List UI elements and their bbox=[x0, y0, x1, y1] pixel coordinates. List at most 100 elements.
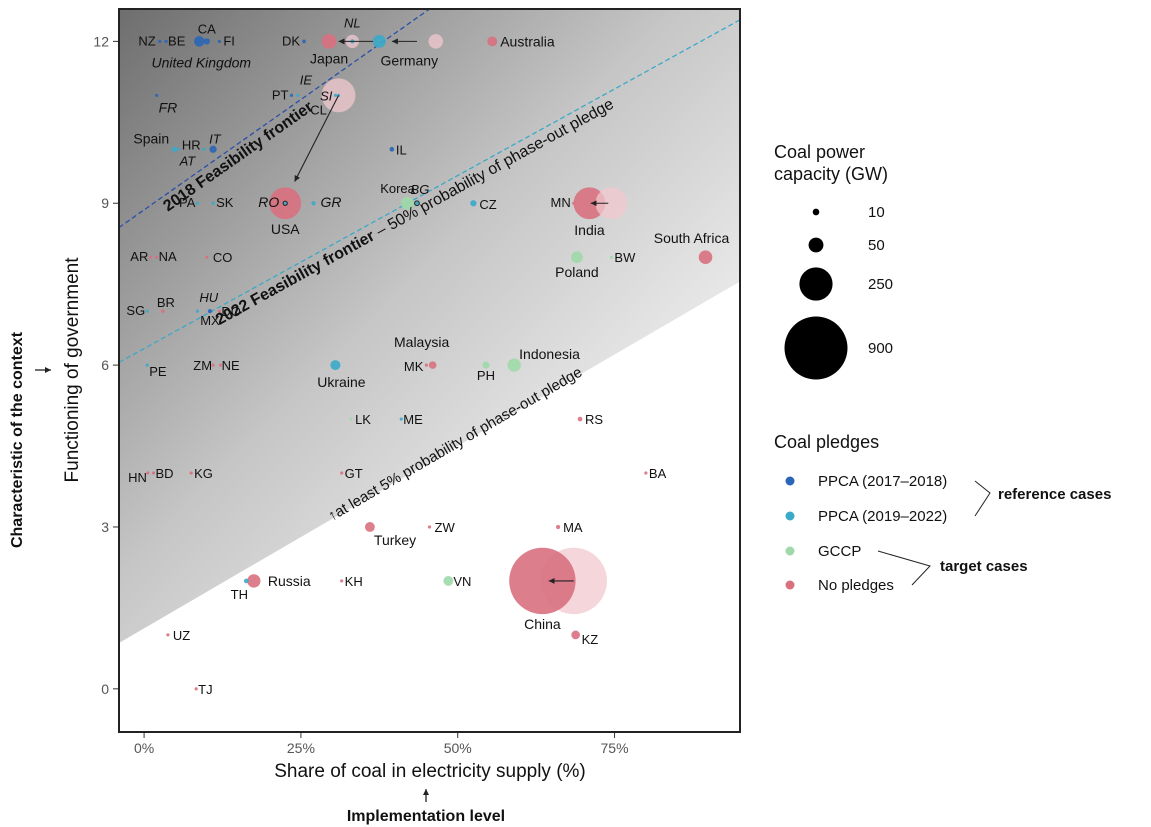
point-label-fi: FI bbox=[223, 33, 235, 48]
size-legend-title: Coal power bbox=[774, 142, 865, 162]
point-gt bbox=[340, 471, 344, 475]
point-label-mk: MK bbox=[404, 359, 424, 374]
point-australia bbox=[487, 36, 498, 47]
point-label-korea: Korea bbox=[380, 181, 415, 196]
point-label-bw: BW bbox=[614, 250, 636, 265]
point-ne bbox=[219, 363, 223, 367]
point-label-bd: BD bbox=[156, 466, 174, 481]
legend-swatch-gccp bbox=[785, 546, 795, 556]
point-turkey bbox=[364, 522, 375, 532]
frontier-2022-line bbox=[119, 19, 740, 363]
y-tick-label: 0 bbox=[101, 681, 109, 697]
x-tick-label: 25% bbox=[287, 740, 315, 756]
point-label-india: India bbox=[574, 222, 605, 238]
point-it bbox=[209, 145, 217, 153]
y-tick-label: 6 bbox=[101, 357, 109, 373]
point-label-malaysia: Malaysia bbox=[394, 334, 449, 350]
point-label-hr: HR bbox=[182, 137, 201, 152]
point-label-japan: Japan bbox=[310, 50, 348, 66]
point-label-ma: MA bbox=[563, 520, 583, 535]
point-pa bbox=[195, 201, 200, 205]
point-india bbox=[573, 187, 606, 220]
point-nz bbox=[158, 39, 162, 43]
size-legend-circle-50 bbox=[808, 237, 824, 253]
point-label-united-kingdom: United Kingdom bbox=[151, 54, 251, 70]
point-faded-9 bbox=[428, 34, 444, 49]
point-th bbox=[243, 578, 249, 584]
point-hu bbox=[195, 309, 200, 313]
y-tick-label: 12 bbox=[93, 33, 109, 49]
point-ba bbox=[644, 471, 648, 475]
point-label-ie: IE bbox=[300, 72, 313, 87]
reference-cases-label: reference cases bbox=[998, 486, 1111, 503]
point-label-th: TH bbox=[231, 587, 248, 602]
point-fi bbox=[217, 39, 221, 43]
point-label-ba: BA bbox=[649, 466, 667, 481]
point-bg bbox=[414, 200, 420, 207]
point-label-indonesia: Indonesia bbox=[519, 346, 580, 362]
point-il bbox=[389, 146, 395, 152]
x-axis: 0% 25% 50% 75% bbox=[134, 733, 629, 756]
point-zw bbox=[427, 525, 432, 529]
y-tick-label: 3 bbox=[101, 519, 109, 535]
point-label-poland: Poland bbox=[555, 264, 599, 280]
color-legend-title: Coal pledges bbox=[774, 432, 879, 452]
y-axis: 0 3 6 9 12 bbox=[93, 33, 118, 697]
point-uz bbox=[166, 633, 170, 637]
point-label-pe: PE bbox=[149, 364, 167, 379]
point-label-ne: NE bbox=[222, 358, 240, 373]
point-label-hn: HN bbox=[128, 470, 147, 485]
point-sk bbox=[211, 201, 215, 205]
point-fr bbox=[155, 93, 159, 97]
y-tick-label: 9 bbox=[101, 195, 109, 211]
point-label-tj: TJ bbox=[198, 682, 212, 697]
point-label-me: ME bbox=[403, 412, 423, 427]
plot-area: NZ BE CA FI United Kingdom DK Japan NL Germany Au… bbox=[118, 8, 741, 733]
point-label-zm: ZM bbox=[193, 358, 212, 373]
point-dk bbox=[302, 39, 306, 44]
outer-y-label: Characteristic of the context bbox=[9, 331, 26, 548]
outer-x-label: Implementation level bbox=[347, 808, 505, 825]
point-pe bbox=[145, 363, 149, 367]
point-label-ca: CA bbox=[198, 21, 216, 36]
point-label-ukraine: Ukraine bbox=[317, 374, 365, 390]
legend-label-no-pledges: No pledges bbox=[818, 577, 894, 594]
point-na bbox=[155, 255, 159, 259]
point-ie bbox=[296, 93, 300, 97]
point-label-ar: AR bbox=[130, 249, 148, 264]
x-tick-label: 50% bbox=[444, 740, 472, 756]
point-kz bbox=[571, 630, 580, 640]
point-label-mn: MN bbox=[551, 195, 571, 210]
point-label-cz: CZ bbox=[479, 197, 496, 212]
point-germany bbox=[372, 34, 386, 48]
point-label-dk: DK bbox=[282, 33, 300, 48]
point-label-gt: GT bbox=[345, 466, 363, 481]
point-mx bbox=[207, 309, 213, 314]
point-label-mx: MX bbox=[200, 313, 220, 328]
size-legend-label: 250 bbox=[868, 276, 893, 293]
target-bracket bbox=[877, 550, 931, 586]
point-ro bbox=[282, 200, 288, 206]
point-label-fr: FR bbox=[159, 99, 178, 115]
point-korea bbox=[401, 196, 415, 210]
color-legend: Coal pledges PPCA (2017–2018) PPCA (2019–2… bbox=[774, 432, 1111, 594]
legend-label-ppca-2017-2018: PPCA (2017–2018) bbox=[818, 473, 947, 490]
size-legend-label: 50 bbox=[868, 237, 885, 254]
point-label-ro: RO bbox=[258, 194, 279, 210]
point-bd bbox=[151, 471, 156, 475]
point-united-kingdom bbox=[194, 36, 205, 47]
point-hn bbox=[146, 471, 150, 475]
y-axis-label: Functioning of government bbox=[62, 257, 83, 483]
point-at bbox=[176, 147, 181, 151]
point-label-br: BR bbox=[157, 295, 175, 310]
x-tick-label: 0% bbox=[134, 740, 154, 756]
point-indonesia bbox=[507, 358, 521, 372]
point-label-be: BE bbox=[168, 33, 186, 48]
point-russia bbox=[247, 574, 261, 588]
point-bw bbox=[609, 255, 614, 259]
legend-label-gccp: GCCP bbox=[818, 543, 861, 560]
legend-swatch-ppca-2017-2018 bbox=[785, 476, 795, 486]
point-label-bg: BG bbox=[411, 182, 430, 197]
point-label-hu: HU bbox=[199, 290, 218, 305]
